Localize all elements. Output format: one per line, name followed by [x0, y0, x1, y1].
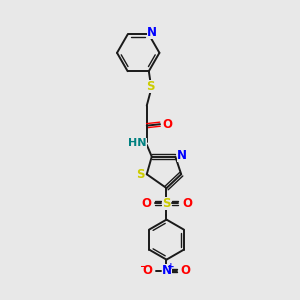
Text: N: N [162, 264, 172, 277]
Text: S: S [162, 197, 171, 210]
Text: S: S [136, 168, 145, 181]
Text: O: O [180, 264, 190, 277]
Text: −: − [139, 262, 147, 271]
Text: HN: HN [128, 138, 147, 148]
Text: O: O [182, 197, 192, 210]
Text: O: O [141, 197, 151, 210]
Text: N: N [177, 148, 187, 162]
Text: +: + [167, 262, 175, 271]
Text: O: O [142, 264, 153, 277]
Text: S: S [146, 80, 154, 93]
Text: O: O [162, 118, 172, 131]
Text: N: N [147, 26, 158, 39]
